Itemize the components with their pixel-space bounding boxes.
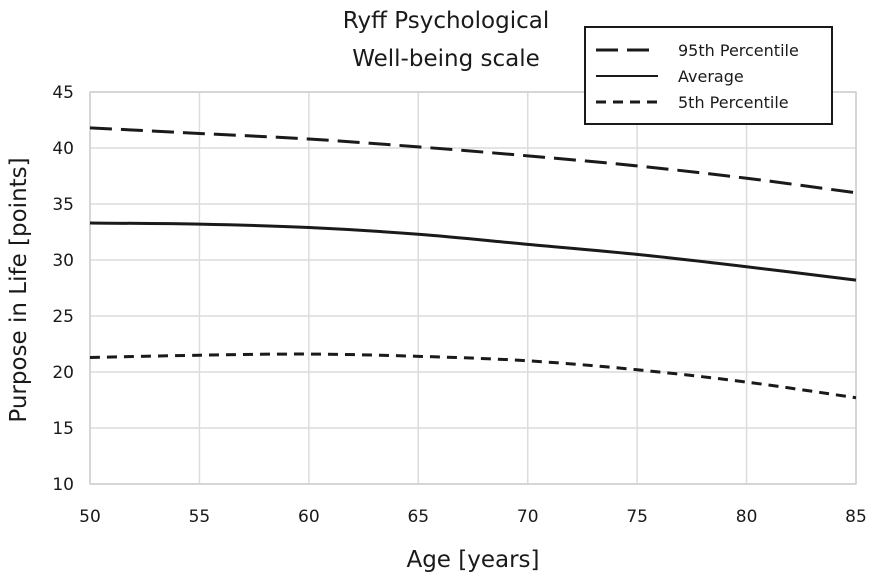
y-tick-label: 20: [52, 363, 74, 383]
legend-label-5th-percentile: 5th Percentile: [678, 93, 789, 112]
y-tick-label: 25: [52, 307, 74, 327]
y-axis-label: Purpose in Life [points]: [6, 157, 32, 422]
x-tick-label: 75: [626, 507, 648, 527]
y-tick-label: 35: [52, 195, 74, 215]
x-tick-label: 70: [517, 507, 539, 527]
y-tick-label: 45: [52, 83, 74, 103]
y-tick-label: 15: [52, 419, 74, 439]
y-tick-label: 10: [52, 475, 74, 495]
x-tick-label: 80: [736, 507, 758, 527]
grid: [89, 91, 857, 485]
x-tick-label: 60: [298, 507, 320, 527]
y-tick-label: 30: [52, 251, 74, 271]
x-axis-ticks: 50 55 60 65 70 75 80 85: [79, 507, 867, 527]
x-tick-label: 85: [845, 507, 867, 527]
plot-area-frame: [89, 91, 857, 485]
series-line-average: [89, 221, 857, 282]
series-line-95th-percentile: [89, 126, 857, 195]
x-tick-label: 55: [189, 507, 211, 527]
x-tick-label: 50: [79, 507, 101, 527]
legend-label-average: Average: [678, 67, 744, 86]
chart-title-line-1: Ryff Psychological: [343, 8, 549, 34]
series-line-5th-percentile: [89, 352, 857, 400]
y-axis-ticks: 10 15 20 25 30 35 40 45: [52, 83, 74, 495]
x-tick-label: 65: [407, 507, 429, 527]
y-tick-label: 40: [52, 139, 74, 159]
legend: 95th Percentile Average 5th Percentile: [584, 26, 833, 125]
x-axis-label: Age [years]: [406, 547, 539, 573]
legend-label-95th-percentile: 95th Percentile: [678, 41, 799, 60]
series-layer: [89, 126, 857, 400]
chart-title-line-2: Well-being scale: [352, 46, 540, 72]
